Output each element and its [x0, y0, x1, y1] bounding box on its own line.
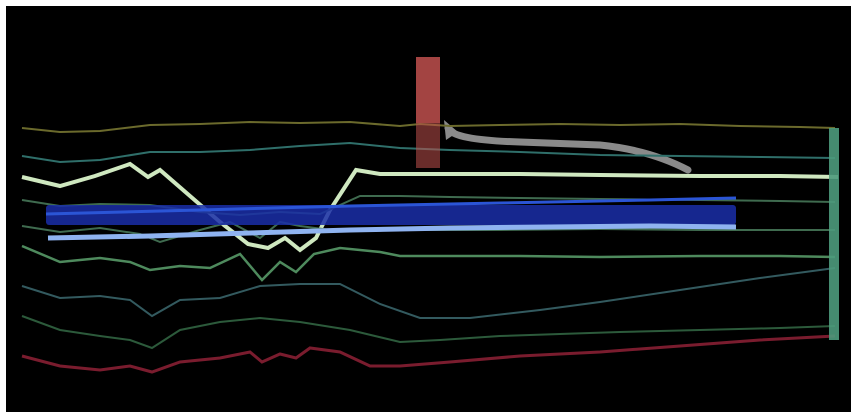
- light-blue-band: [47, 223, 737, 241]
- right-vertical-bar: [829, 128, 839, 340]
- olive-trace: [21, 120, 836, 134]
- mid-green-trace: [21, 244, 836, 282]
- deep-blue-band: [46, 205, 736, 225]
- deep-blue-band-edge: [45, 196, 737, 216]
- gray-arrow-shaft: [444, 124, 692, 174]
- red-marker-lower: [416, 123, 440, 168]
- pale-green-trace: [21, 161, 839, 253]
- forest-trace: [21, 315, 836, 350]
- red-marker: [416, 57, 440, 123]
- slate-trace: [21, 267, 836, 319]
- teal-trace: [21, 141, 836, 164]
- crimson-trace: [21, 334, 836, 374]
